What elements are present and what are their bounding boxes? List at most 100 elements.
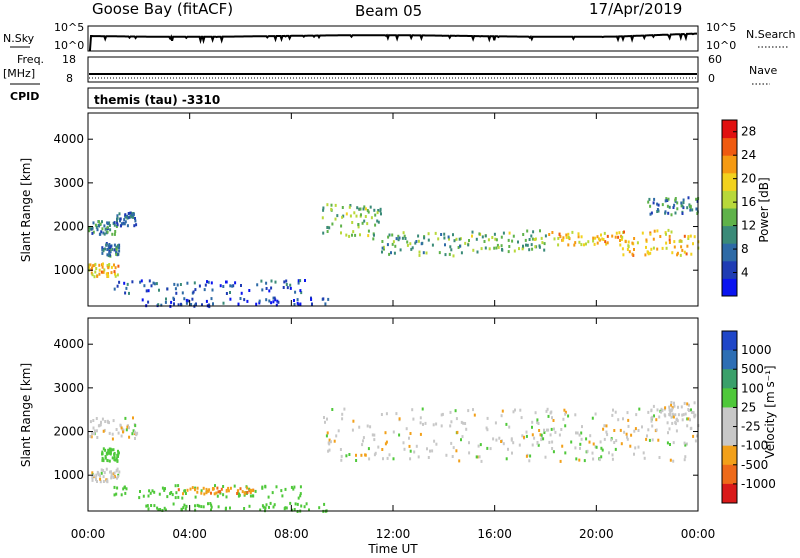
vel-scatter-point bbox=[117, 454, 119, 458]
power-scatter-point bbox=[553, 237, 556, 241]
vel-scatter-point bbox=[500, 414, 503, 418]
power-scatter-point bbox=[134, 217, 136, 220]
vel-scatter-point bbox=[106, 452, 109, 456]
vel-scatter-point bbox=[373, 453, 376, 457]
vel-scatter-point bbox=[422, 422, 424, 426]
velocity-colorbar-segment bbox=[722, 331, 737, 351]
power-scatter-point bbox=[387, 235, 390, 239]
power-scatter-point bbox=[645, 238, 648, 242]
power-scatter-point bbox=[183, 297, 186, 301]
power-scatter-point bbox=[653, 229, 656, 233]
power-scatter-point bbox=[567, 243, 570, 247]
vel-scatter-point bbox=[525, 434, 528, 438]
power-scatter-point bbox=[324, 302, 327, 306]
power-colorbar: 4 8 12 16 20 24 28 bbox=[721, 119, 756, 297]
power-scatter-point bbox=[91, 231, 94, 235]
vel-scatter-point bbox=[472, 408, 474, 412]
vel-scatter-point bbox=[227, 489, 230, 493]
vel-scatter-point bbox=[198, 504, 201, 508]
power-scatter-point bbox=[176, 283, 179, 287]
power-scatter-point bbox=[484, 246, 487, 250]
power-colorbar-segment bbox=[722, 120, 737, 139]
vel-scatter-point bbox=[564, 412, 567, 416]
vel-scatter-point bbox=[216, 494, 219, 498]
station-title: Goose Bay (fitACF) bbox=[92, 0, 233, 18]
power-scatter-point bbox=[106, 221, 109, 225]
vel-scatter-point bbox=[690, 410, 693, 414]
power-scatter-point bbox=[619, 243, 622, 247]
power-scatter-point bbox=[100, 230, 103, 234]
power-scatter-point bbox=[647, 252, 650, 256]
power-scatter-point bbox=[265, 298, 268, 302]
power-scatter-point bbox=[293, 303, 296, 306]
power-scatter-point bbox=[386, 243, 389, 247]
power-scatter-point bbox=[336, 214, 339, 218]
power-scatter-point bbox=[219, 284, 222, 288]
vel-scatter-point bbox=[225, 495, 228, 499]
vel-scatter-point bbox=[113, 455, 116, 459]
vel-scatter-point bbox=[112, 476, 115, 479]
power-scatter-point bbox=[211, 288, 214, 292]
power-scatter-point bbox=[193, 281, 196, 285]
vel-scatter-point bbox=[208, 488, 211, 492]
vel-scatter-point bbox=[683, 441, 686, 445]
power-scatter-point bbox=[98, 268, 101, 272]
vel-scatter-point bbox=[594, 412, 597, 416]
power-scatter-point bbox=[181, 291, 184, 295]
vel-scatter-point bbox=[690, 408, 692, 412]
vel-scatter-point bbox=[175, 491, 178, 495]
power-scatter-point bbox=[206, 280, 208, 284]
vel-scatter-point bbox=[685, 442, 688, 446]
y-tick-label: 1000 bbox=[53, 468, 84, 482]
vel-scatter-point bbox=[486, 428, 489, 432]
power-scatter-point bbox=[174, 287, 177, 291]
power-scatter-point bbox=[294, 290, 297, 294]
power-scatter-point bbox=[526, 243, 529, 247]
vel-scatter-point bbox=[392, 430, 395, 434]
power-scatter-point bbox=[94, 223, 97, 227]
velocity-colorbar-tick-label: -25 bbox=[741, 420, 761, 434]
vel-scatter-point bbox=[153, 490, 156, 494]
vel-scatter-point bbox=[229, 506, 231, 510]
vel-scatter-point bbox=[108, 451, 110, 455]
power-scatter-point bbox=[652, 201, 655, 205]
power-scatter-point bbox=[101, 251, 104, 255]
power-scatter-point bbox=[363, 205, 366, 209]
vel-scatter-point bbox=[630, 433, 633, 437]
vel-scatter-point bbox=[159, 508, 162, 511]
vel-scatter-point bbox=[458, 459, 461, 463]
cpid-label: CPID bbox=[10, 90, 39, 103]
vel-scatter-point bbox=[183, 503, 186, 507]
power-scatter-point bbox=[689, 208, 692, 212]
vel-scatter-point bbox=[151, 489, 154, 493]
vel-scatter-point bbox=[219, 490, 221, 494]
vel-scatter-point bbox=[669, 458, 672, 462]
power-scatter-point bbox=[649, 251, 652, 255]
power-scatter-point bbox=[310, 298, 313, 301]
vel-scatter-point bbox=[449, 424, 452, 428]
vel-scatter-point bbox=[299, 492, 302, 496]
vel-scatter-point bbox=[109, 452, 112, 456]
power-scatter-point bbox=[187, 299, 190, 303]
vel-scatter-point bbox=[102, 480, 105, 483]
vel-scatter-point bbox=[101, 450, 104, 454]
power-scatter-point bbox=[423, 236, 426, 240]
vel-scatter-point bbox=[514, 408, 516, 412]
power-scatter-point bbox=[585, 242, 587, 246]
power-scatter-point bbox=[322, 297, 325, 301]
power-scatter-point bbox=[229, 291, 231, 294]
power-scatter-point bbox=[351, 233, 353, 237]
power-scatter-point bbox=[646, 250, 649, 254]
power-scatter-point bbox=[282, 286, 285, 289]
power-scatter-point bbox=[115, 251, 117, 255]
vel-scatter-point bbox=[194, 488, 196, 492]
vel-scatter-point bbox=[540, 438, 543, 442]
power-scatter-point bbox=[103, 268, 106, 272]
vel-scatter-point bbox=[690, 426, 693, 430]
power-scatter-point bbox=[116, 216, 119, 220]
power-scatter-point bbox=[272, 296, 275, 300]
power-scatter-point bbox=[116, 219, 118, 223]
vel-scatter-point bbox=[413, 450, 416, 454]
power-scatter-point bbox=[452, 254, 455, 258]
